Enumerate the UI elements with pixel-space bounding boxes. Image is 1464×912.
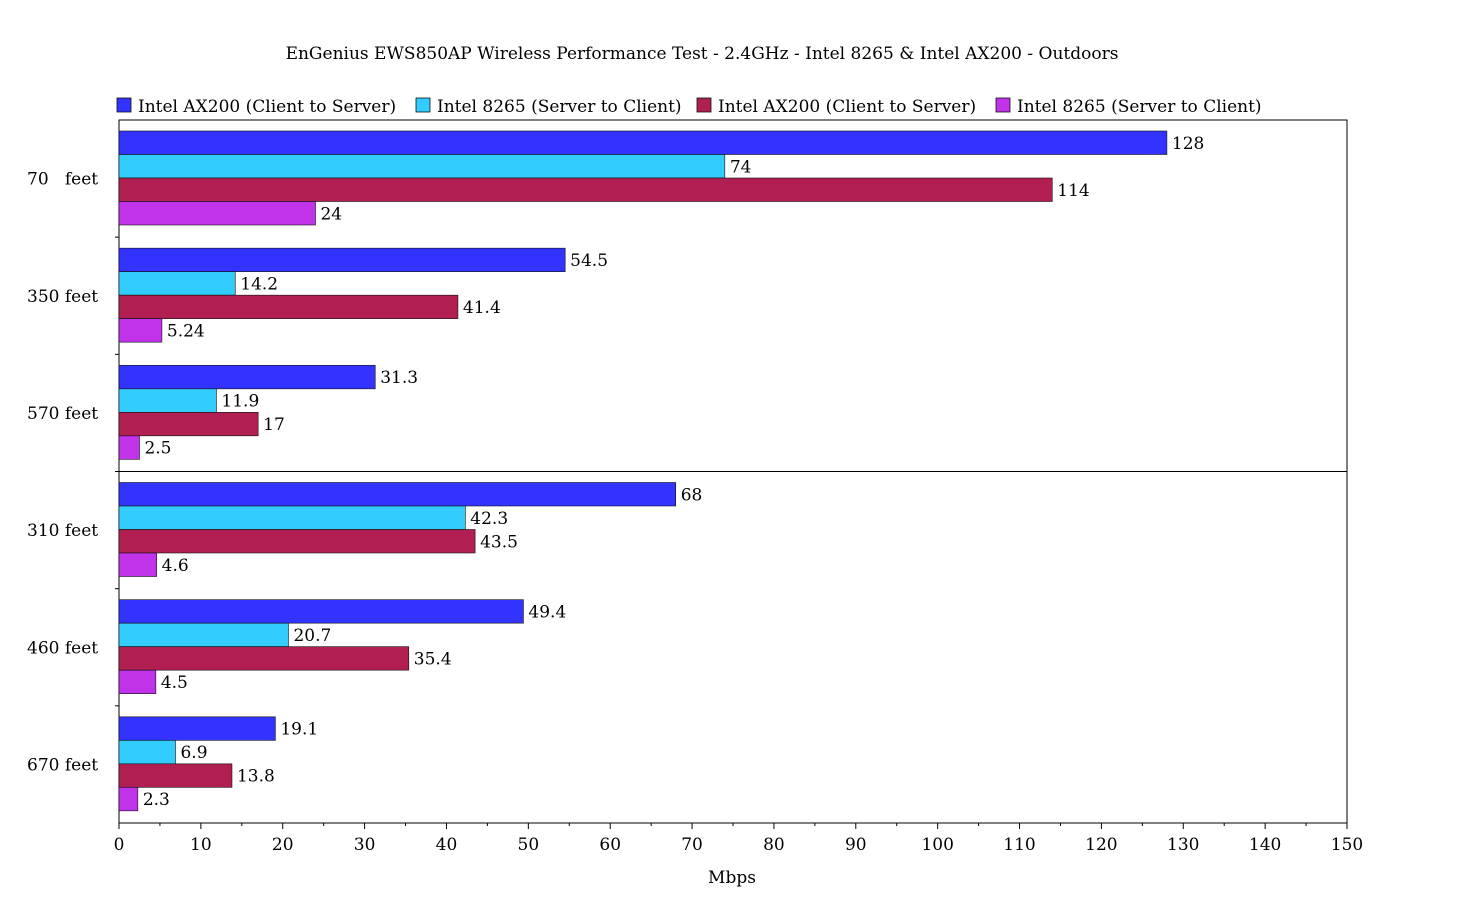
data-label: 49.4 [528,602,566,622]
data-label: 74 [730,157,752,177]
y-tick-label: 460 feet [27,638,98,658]
data-label: 19.1 [280,720,318,740]
bar [118,599,524,624]
data-label: 35.4 [414,649,452,669]
x-tick-label: 130 [1167,835,1199,855]
data-label: 11.9 [221,392,259,412]
x-tick-label: 30 [354,835,376,855]
data-label: 114 [1057,181,1089,201]
data-label: 5.24 [167,321,205,341]
bar [118,646,410,671]
legend-swatch [995,97,1011,113]
data-label: 17 [263,415,285,435]
bar [118,412,259,437]
data-label: 14.2 [240,274,278,294]
bar [118,318,163,343]
data-label: 31.3 [380,368,418,388]
bar [118,271,236,296]
legend-swatch [116,97,132,113]
bar [118,130,1168,155]
legend-swatch [415,97,431,113]
bar [118,787,139,812]
y-tick-label: 310 feet [27,521,98,541]
bar [118,505,466,530]
bar [118,552,157,577]
x-tick-label: 120 [1085,835,1117,855]
x-tick-label: 10 [190,835,212,855]
bar [118,622,289,647]
bar [118,365,376,390]
legend-swatch [696,97,712,113]
data-label: 2.5 [144,439,171,459]
data-label: 128 [1172,134,1204,154]
x-tick-label: 40 [436,835,458,855]
chart-title: EnGenius EWS850AP Wireless Performance T… [286,44,1119,64]
legend-label: Intel 8265 (Server to Client) [437,97,682,117]
y-tick-label: 70 feet [27,170,98,190]
bar [118,177,1053,202]
x-axis-title: Mbps [708,868,756,888]
bar [118,435,140,460]
legend-label: Intel AX200 (Client to Server) [718,97,976,117]
bar [118,247,566,272]
x-tick-label: 110 [1003,835,1035,855]
plot-area: 128 74 114 24 70 feet 54.5 14.2 41.4 5.24 350 fee… [27,119,1363,855]
x-tick-label: 150 [1331,835,1363,855]
x-tick-label: 80 [763,835,785,855]
x-tick-label: 60 [599,835,621,855]
data-label: 43.5 [480,532,518,552]
x-tick-label: 50 [518,835,540,855]
data-label: 41.4 [463,298,501,318]
bar [118,529,476,554]
legend: Intel AX200 (Client to Server) Intel 8265… [116,97,1262,117]
x-tick-label: 100 [921,835,953,855]
data-label: 2.3 [143,790,170,810]
bar [118,740,176,765]
legend-label: Intel 8265 (Server to Client) [1017,97,1262,117]
x-tick-label: 70 [681,835,703,855]
y-tick-label: 670 feet [27,755,98,775]
bar [118,388,217,413]
data-label: 13.8 [237,767,275,787]
data-label: 4.6 [162,556,189,576]
y-tick-label: 350 feet [27,287,98,307]
bar [118,716,276,741]
bar [118,294,459,319]
data-label: 68 [681,485,703,505]
x-tick-label: 140 [1249,835,1281,855]
y-tick-label: 570 feet [27,404,98,424]
data-label: 24 [320,204,342,224]
data-label: 42.3 [470,509,508,529]
data-label: 20.7 [293,626,331,646]
bar [118,154,726,179]
x-tick-label: 90 [845,835,867,855]
x-tick-label: 0 [114,835,125,855]
bar [118,763,233,788]
bar [118,482,676,507]
data-label: 4.5 [161,673,188,693]
bar [118,669,157,694]
x-tick-label: 20 [272,835,294,855]
data-label: 54.5 [570,251,608,271]
data-label: 6.9 [180,743,207,763]
bar [118,201,316,226]
legend-label: Intel AX200 (Client to Server) [138,97,396,117]
